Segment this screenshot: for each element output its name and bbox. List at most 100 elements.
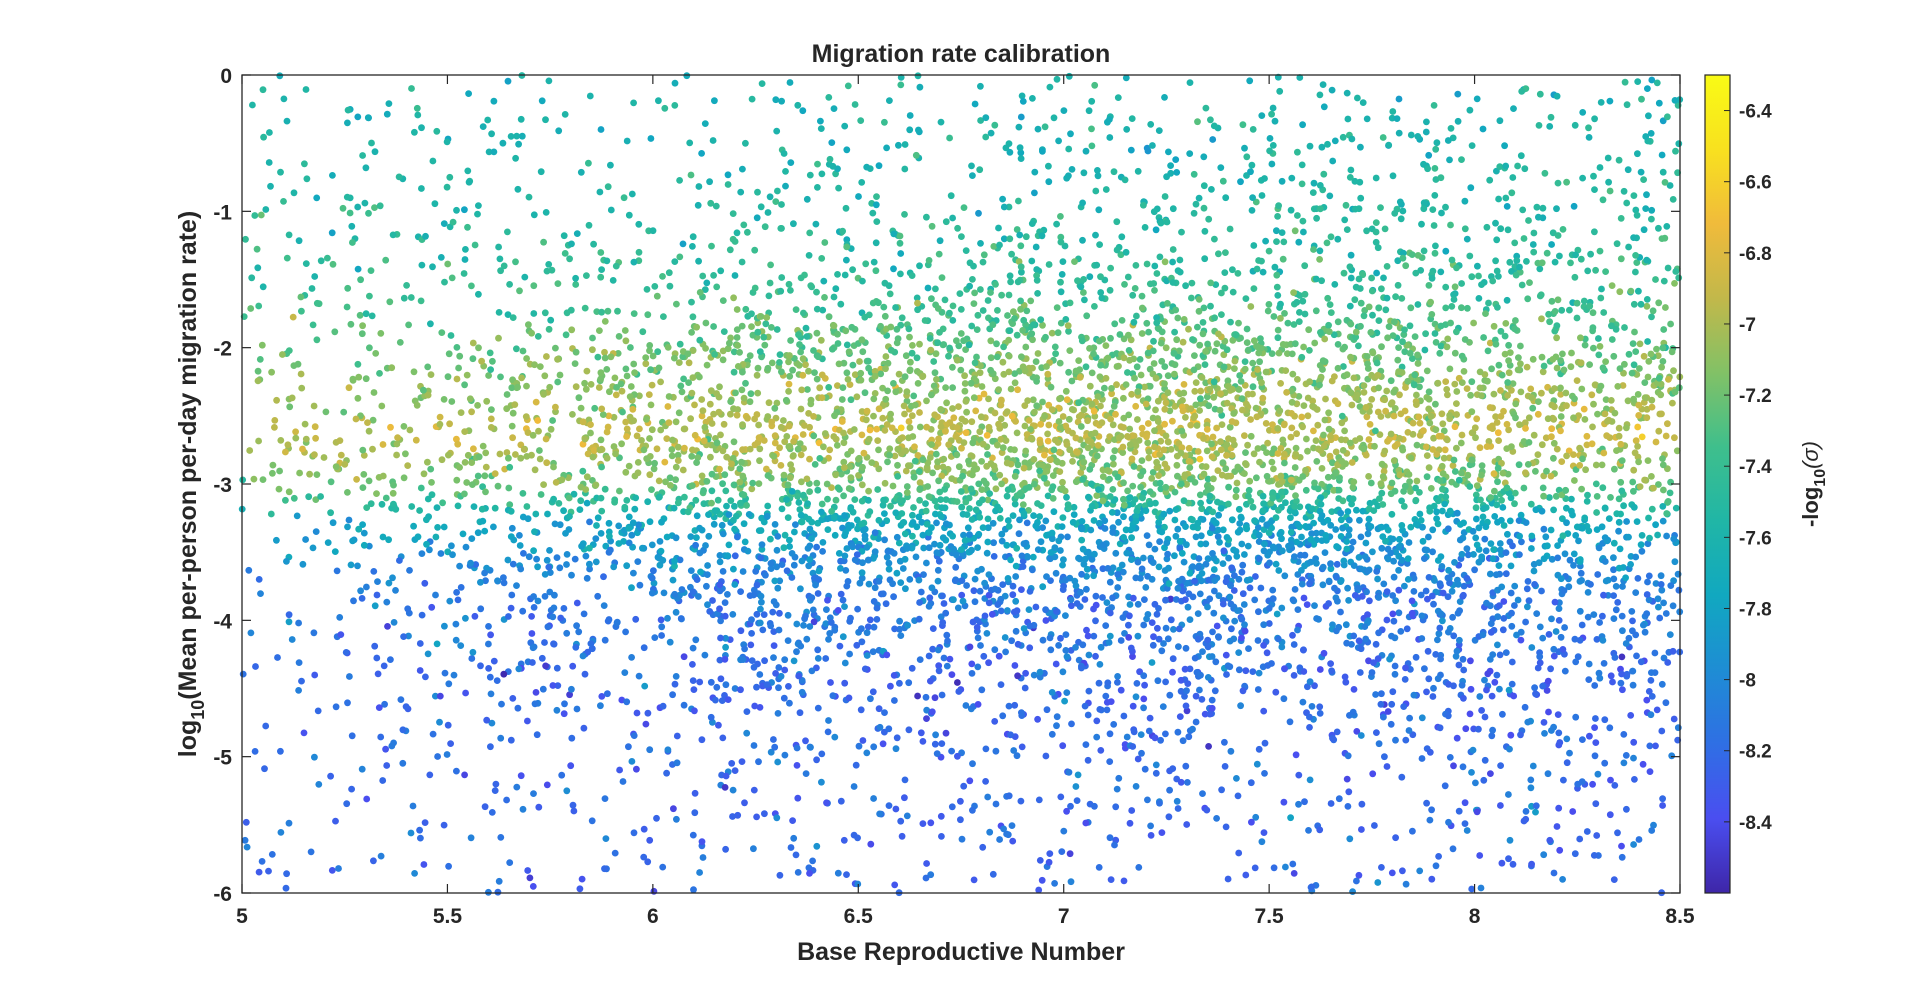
scatter-point: [1111, 841, 1118, 849]
scatter-point: [1341, 427, 1348, 435]
scatter-point: [803, 635, 811, 643]
scatter-point: [1272, 560, 1280, 568]
scatter-point: [299, 560, 307, 568]
scatter-point: [636, 425, 643, 433]
scatter-point: [748, 630, 755, 637]
scatter-point: [1334, 318, 1342, 326]
scatter-point: [546, 383, 554, 391]
scatter-point: [534, 417, 542, 424]
scatter-point: [1406, 714, 1413, 722]
scatter-point: [841, 603, 848, 610]
scatter-point: [770, 736, 777, 743]
scatter-point: [800, 309, 807, 317]
scatter-point: [1318, 143, 1326, 151]
scatter-point: [1224, 875, 1232, 883]
scatter-point: [1225, 483, 1232, 491]
scatter-point: [703, 279, 711, 287]
scatter-point: [418, 611, 426, 619]
scatter-point: [756, 457, 763, 465]
scatter-point: [866, 508, 874, 516]
scatter-point: [581, 670, 589, 678]
scatter-point: [1090, 517, 1098, 524]
scatter-point: [931, 740, 939, 748]
scatter-point: [1046, 850, 1054, 857]
scatter-point: [1446, 156, 1453, 164]
scatter-point: [1274, 292, 1282, 299]
scatter-point: [806, 542, 814, 550]
scatter-point: [1443, 386, 1451, 393]
scatter-point: [1247, 416, 1254, 423]
scatter-point: [1476, 384, 1484, 392]
scatter-point: [1551, 598, 1559, 606]
scatter-point: [1147, 832, 1155, 839]
scatter-point: [740, 520, 748, 528]
scatter-point: [859, 559, 866, 567]
scatter-point: [841, 122, 849, 130]
scatter-point: [1231, 365, 1238, 372]
scatter-point: [1179, 737, 1187, 745]
scatter-point: [1067, 802, 1074, 810]
scatter-point: [891, 881, 899, 889]
scatter-point: [1063, 689, 1071, 696]
scatter-point: [335, 865, 342, 872]
scatter-point: [1174, 314, 1182, 322]
scatter-point: [925, 652, 933, 660]
scatter-point: [340, 408, 348, 416]
scatter-point: [486, 673, 494, 681]
scatter-point: [1572, 251, 1579, 259]
scatter-point: [984, 515, 992, 523]
scatter-point: [1522, 519, 1530, 526]
scatter-point: [1308, 703, 1316, 710]
scatter-point: [671, 590, 679, 598]
scatter-point: [832, 496, 840, 504]
scatter-point: [445, 680, 453, 688]
scatter-point: [943, 662, 951, 670]
scatter-point: [1665, 376, 1672, 383]
scatter-point: [681, 444, 688, 452]
scatter-point: [1301, 290, 1309, 298]
scatter-point: [983, 630, 991, 637]
scatter-point: [786, 79, 794, 86]
scatter-point: [594, 353, 602, 361]
scatter-point: [716, 465, 723, 473]
scatter-point: [858, 569, 866, 577]
scatter-point: [1433, 508, 1440, 516]
scatter-point: [1599, 637, 1607, 644]
scatter-point: [1480, 776, 1488, 784]
scatter-point: [1162, 730, 1169, 738]
scatter-point: [432, 533, 440, 541]
scatter-point: [806, 525, 814, 533]
scatter-point: [699, 407, 707, 415]
scatter-point: [958, 503, 966, 511]
scatter-point: [1279, 255, 1287, 263]
scatter-point: [776, 871, 784, 879]
scatter-point: [1148, 575, 1156, 583]
scatter-point: [646, 435, 653, 442]
scatter-point: [1635, 836, 1643, 843]
scatter-point: [1395, 566, 1402, 574]
scatter-point: [605, 616, 613, 623]
scatter-point: [1502, 549, 1510, 556]
scatter-point: [979, 258, 987, 266]
scatter-point: [1490, 322, 1498, 330]
scatter-point: [611, 849, 619, 857]
scatter-point: [742, 139, 749, 147]
scatter-point: [1528, 860, 1535, 868]
scatter-point: [647, 366, 654, 374]
scatter-point: [1607, 494, 1614, 501]
scatter-point: [1491, 487, 1498, 495]
scatter-point: [565, 494, 573, 502]
scatter-point: [505, 454, 512, 462]
scatter-point: [704, 571, 711, 578]
scatter-point: [751, 702, 759, 710]
scatter-point: [673, 300, 680, 308]
scatter-point: [879, 414, 887, 422]
scatter-point: [348, 222, 356, 230]
scatter-point: [1148, 659, 1156, 666]
scatter-point: [1097, 643, 1105, 651]
scatter-point: [615, 522, 623, 530]
scatter-point: [485, 148, 493, 156]
scatter-point: [788, 574, 796, 581]
scatter-point: [1273, 283, 1281, 291]
